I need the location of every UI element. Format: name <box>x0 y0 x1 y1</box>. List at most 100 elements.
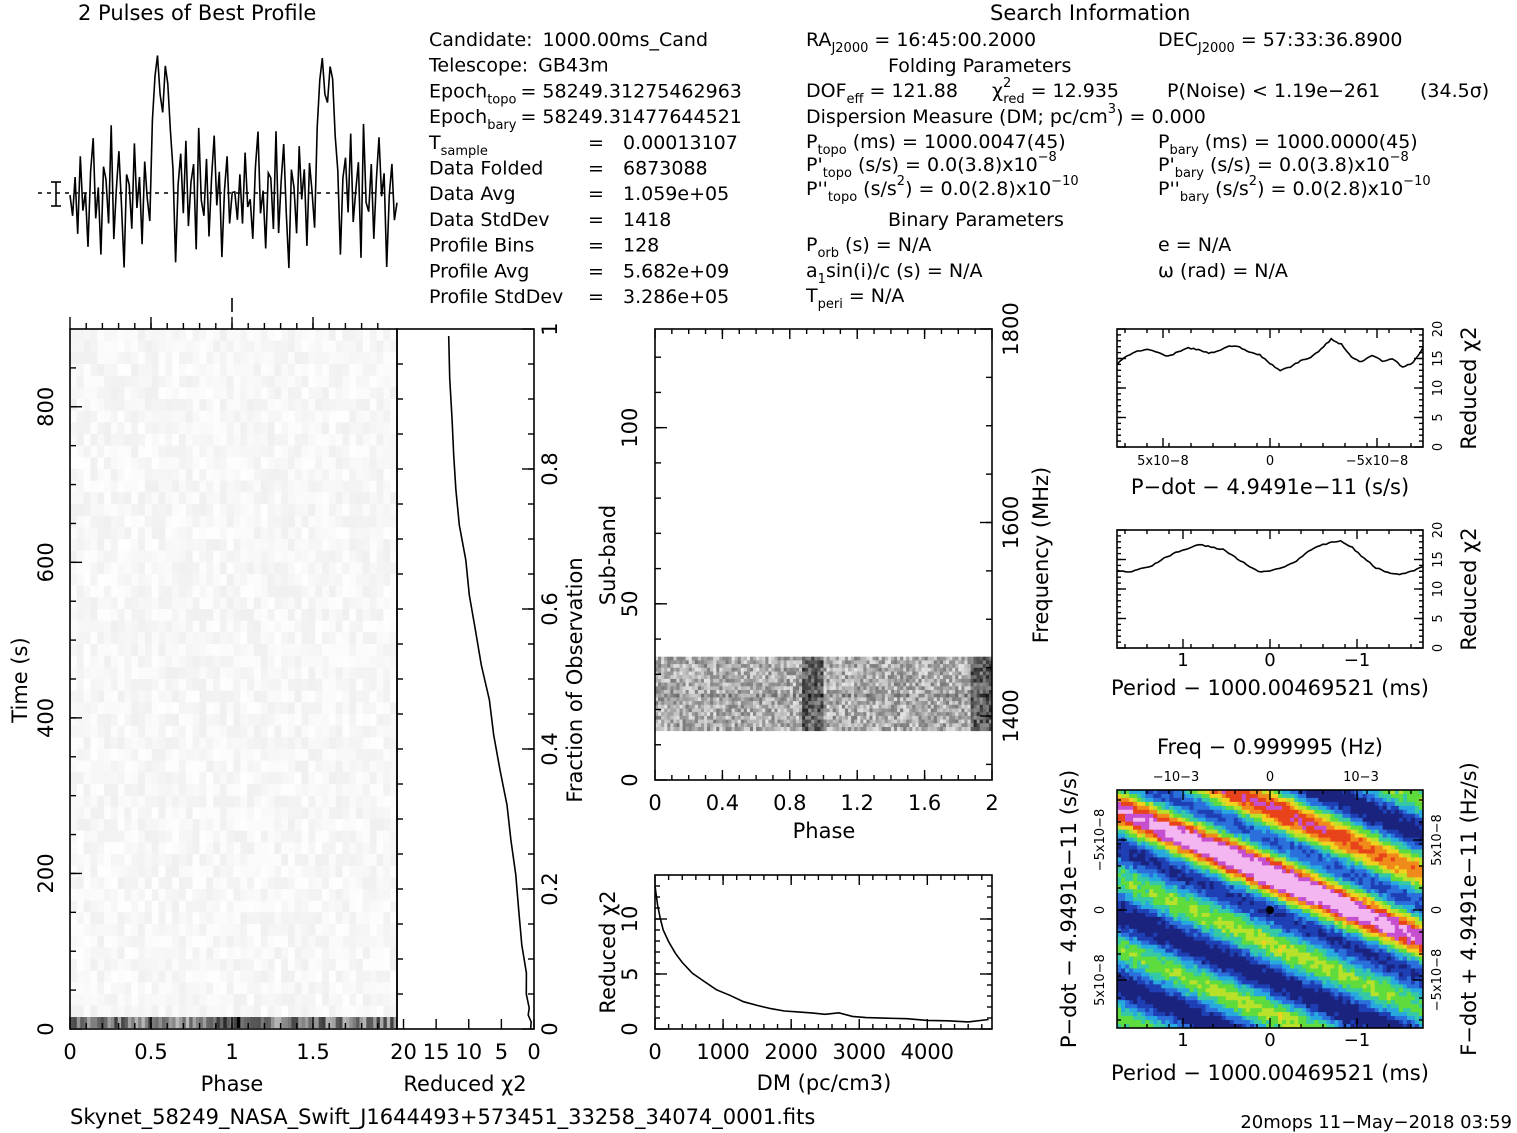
subband-cell <box>734 675 739 680</box>
subband-cell <box>691 708 696 713</box>
time-phase-cell <box>213 889 221 902</box>
time-phase-cell <box>76 865 85 878</box>
time-phase-cell <box>97 889 105 902</box>
subband-cell <box>982 682 987 687</box>
time-phase-cell <box>335 935 343 948</box>
subband-cell <box>817 697 821 702</box>
time-phase-cell <box>144 784 153 797</box>
time-phase-bottom-cell <box>141 1017 146 1028</box>
time-phase-cell <box>281 842 289 855</box>
subband-cell <box>743 697 748 702</box>
subband-cell <box>838 697 843 702</box>
time-phase-cell <box>179 912 187 925</box>
subband-cell <box>731 660 736 665</box>
time-phase-cell <box>301 445 309 458</box>
subband-cell <box>860 712 864 717</box>
time-phase-cell <box>110 585 119 598</box>
time-phase-cell <box>172 352 180 365</box>
subband-cell <box>753 708 757 713</box>
subband-cell <box>826 660 831 665</box>
subband-cell <box>970 671 975 676</box>
time-phase-cell <box>301 795 309 808</box>
time-phase-cell <box>376 340 384 353</box>
subband-cell <box>780 708 785 713</box>
time-phase-cell <box>97 795 105 808</box>
time-phase-cell <box>158 865 166 878</box>
time-phase-cell <box>301 772 309 785</box>
subband-cell <box>988 664 993 669</box>
time-phase-cell <box>356 434 364 447</box>
subband-cell <box>887 678 892 683</box>
subband-cell <box>701 667 705 672</box>
subband-cell <box>838 675 843 680</box>
time-phase-cell <box>76 574 85 587</box>
time-phase-cell <box>76 900 85 913</box>
subband-cell <box>924 664 929 669</box>
subband-cell <box>685 704 690 709</box>
time-phase-cell <box>70 364 78 377</box>
time-phase-cell <box>247 749 255 762</box>
time-phase-cell <box>390 410 398 423</box>
time-phase-cell <box>308 597 316 610</box>
subband-cell <box>860 708 864 713</box>
time-phase-cell <box>219 900 228 913</box>
time-phase-cell <box>328 784 337 797</box>
time-phase-cell <box>144 970 153 983</box>
time-phase-cell <box>226 854 234 867</box>
time-phase-cell <box>267 562 275 575</box>
time-phase-cell <box>192 772 200 785</box>
subband-cell <box>875 693 880 698</box>
time-phase-cell <box>322 924 330 937</box>
time-phase-cell <box>362 352 371 365</box>
subband-cell <box>795 693 800 698</box>
time-phase-cell <box>240 329 248 342</box>
time-phase-cell <box>104 597 112 610</box>
time-phase-cell <box>131 410 139 423</box>
subband-cell <box>872 690 876 695</box>
subband-cell <box>988 686 993 691</box>
subband-cell <box>829 671 834 676</box>
subband-cell <box>854 701 858 706</box>
time-phase-cell <box>315 830 323 843</box>
subband-cell <box>811 712 815 717</box>
time-phase-cell <box>219 562 228 575</box>
subband-cell <box>958 656 962 661</box>
time-phase-bottom-cell <box>110 1017 115 1028</box>
time-phase-cell <box>260 982 269 995</box>
time-phase-cell <box>288 329 296 342</box>
subband-cell <box>658 667 662 672</box>
subband-cell <box>866 704 870 709</box>
time-phase-bottom-cell <box>202 1017 207 1028</box>
time-phase-cell <box>294 644 303 657</box>
time-phase-cell <box>138 562 146 575</box>
subband-cell <box>655 704 659 709</box>
subband-cell <box>970 704 975 709</box>
subband-cell <box>728 671 732 676</box>
time-phase-cell <box>260 609 269 622</box>
time-phase-cell <box>328 422 337 435</box>
time-phase-cell <box>158 504 166 517</box>
subband-cell <box>979 686 984 691</box>
time-phase-cell <box>376 994 384 1007</box>
a1-text: a1sin(i)/c (s) = N/A <box>806 260 982 287</box>
time-phase-cell <box>219 737 228 750</box>
time-phase-cell <box>369 469 378 482</box>
subband-cell <box>792 704 797 709</box>
subband-cell <box>768 715 772 720</box>
time-phase-cell <box>144 737 153 750</box>
time-phase-cell <box>110 959 119 972</box>
time-phase-cell <box>192 620 200 633</box>
subband-cell <box>988 660 993 665</box>
subband-cell <box>946 671 950 676</box>
time-phase-cell <box>376 924 384 937</box>
subband-cell <box>722 656 726 661</box>
time-phase-cell <box>76 737 85 750</box>
subband-cell <box>682 715 687 720</box>
subband-cell <box>734 715 739 720</box>
time-phase-cell <box>70 562 78 575</box>
time-phase-cell <box>219 690 228 703</box>
time-phase-cell <box>185 772 194 785</box>
ecc-text: e = N/A <box>1158 234 1231 256</box>
time-phase-bottom-cell <box>332 1017 337 1028</box>
subband-cell <box>961 675 965 680</box>
